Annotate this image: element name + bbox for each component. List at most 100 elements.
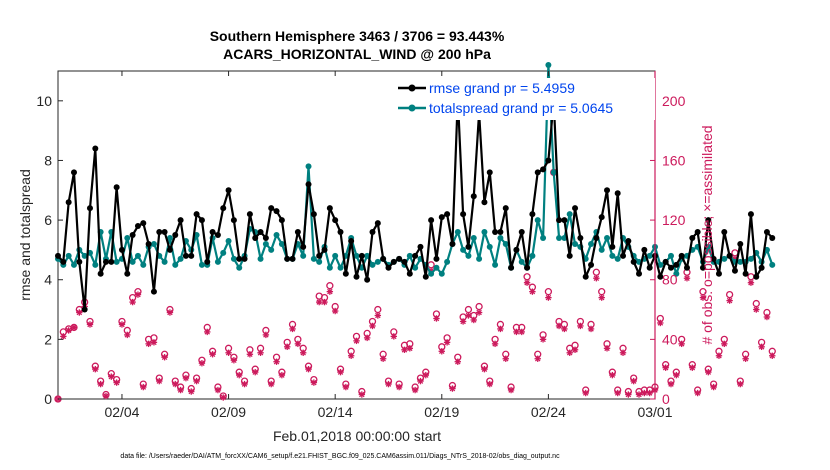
rmse-point: [396, 255, 403, 262]
chart-subtitle: ACARS_HORIZONTAL_WIND @ 200 hPa: [223, 46, 491, 62]
y-tick-label: 2: [44, 331, 52, 347]
obs-assimilated-marker: [406, 345, 414, 352]
obs-assimilated-marker: [70, 324, 78, 331]
rmse-point: [374, 220, 381, 227]
rmse-point: [417, 243, 424, 250]
rmse-point: [289, 255, 296, 262]
rmse-point: [172, 232, 179, 238]
obs-assimilated-marker: [363, 334, 371, 342]
totalspread-point: [412, 264, 419, 271]
totalspread-point: [572, 240, 579, 247]
rmse-point: [438, 214, 445, 221]
data-file-note: data file: /Users/raeder/DAI/ATM_forcXX/…: [120, 453, 560, 460]
obs-assimilated-marker: [619, 349, 627, 356]
rmse-point: [310, 211, 317, 218]
rmse-point: [214, 232, 221, 238]
rmse-point: [76, 258, 83, 265]
totalspread-point: [609, 252, 616, 259]
obs-assimilated-marker: [140, 383, 147, 391]
rmse-point: [182, 252, 189, 259]
rmse-point: [721, 229, 728, 236]
obs-assimilated-marker: [268, 380, 275, 388]
obs-assimilated-marker: [294, 340, 302, 348]
rmse-point: [145, 240, 152, 247]
rmse-point: [566, 252, 573, 259]
x-tick-label: 02/04: [104, 404, 139, 420]
obs-assimilated-marker: [401, 346, 408, 353]
obs-assimilated-marker: [241, 380, 248, 388]
obs-assimilated-marker: [92, 365, 99, 373]
rmse-point: [497, 229, 504, 236]
totalspread-point: [140, 261, 147, 268]
rmse-point: [406, 270, 413, 277]
obs-assimilated-marker: [635, 391, 643, 398]
rmse-point: [747, 211, 754, 218]
rmse-point: [662, 258, 669, 265]
rmse-point: [561, 217, 568, 224]
totalspread-point: [230, 255, 237, 262]
rmse-point: [598, 214, 605, 221]
totalspread-point: [225, 237, 232, 244]
rmse-point: [433, 255, 440, 262]
rmse-point: [262, 234, 269, 241]
rmse-point: [124, 270, 131, 277]
legend-totalspread-label: totalspread grand pr = 5.0645: [429, 100, 613, 116]
rmse-point: [604, 187, 611, 194]
rmse-point: [678, 252, 685, 259]
totalspread-point: [129, 258, 136, 265]
totalspread-point: [310, 255, 317, 262]
obs-assimilated-marker: [113, 379, 120, 386]
totalspread-point: [737, 258, 744, 265]
obs-assimilated-marker: [379, 355, 387, 362]
rmse-point: [412, 252, 419, 259]
series-layer: [55, 62, 776, 313]
rmse-point: [390, 258, 397, 265]
obs-assimilated-marker: [657, 319, 664, 327]
obs-assimilated-marker: [625, 391, 632, 398]
y-tick-label: 0: [44, 391, 52, 407]
rmse-point: [465, 243, 472, 250]
y-right-tick-label: 0: [662, 391, 670, 407]
obs-assimilated-marker: [129, 298, 136, 306]
rmse-point: [113, 184, 120, 191]
totalspread-point: [172, 261, 179, 268]
obs-assimilated-marker: [721, 340, 728, 348]
rmse-point: [193, 211, 200, 218]
rmse-point: [673, 261, 680, 268]
rmse-point: [428, 217, 435, 224]
y-right-tick-label: 160: [662, 152, 686, 168]
obs-assimilated-marker: [662, 364, 669, 371]
totalspread-point: [486, 243, 493, 250]
obs-assimilated-marker: [145, 340, 152, 348]
obs-assimilated-marker: [747, 279, 755, 286]
x-tick-label: 02/19: [424, 404, 459, 420]
totalspread-point: [273, 232, 280, 238]
rmse-point: [609, 243, 616, 250]
obs-assimilated-marker: [374, 312, 382, 319]
rmse-point: [252, 234, 259, 241]
x-axis-label: Feb.01,2018 00:00:00 start: [273, 428, 441, 444]
obs-assimilated-marker: [353, 337, 360, 345]
y-axis-right-label: # of obs: o=possible; ×=assimilated: [699, 125, 715, 344]
obs-assimilated-marker: [481, 365, 488, 373]
rmse-point: [129, 232, 136, 238]
totalspread-point: [236, 264, 243, 271]
ticks-layer: 02/04 02/09 02/14 02/19 02/24 03/010246810040…: [36, 71, 686, 420]
totalspread-point: [556, 234, 563, 241]
obs-assimilated-marker: [326, 288, 334, 295]
obs-assimilated-marker: [236, 371, 243, 379]
y-right-tick-label: 40: [662, 331, 678, 347]
rmse-point: [705, 217, 712, 224]
totalspread-point: [540, 234, 547, 241]
obs-assimilated-marker: [411, 386, 419, 394]
rmse-point: [492, 229, 499, 236]
rmse-point: [369, 229, 376, 236]
obs-assimilated-marker: [769, 352, 776, 359]
obs-assimilated-marker: [284, 343, 291, 351]
obs-assimilated-marker: [529, 288, 536, 295]
totalspread-point: [673, 270, 680, 277]
totalspread-point: [657, 261, 664, 268]
obs-assimilated-marker: [475, 309, 483, 316]
obs-assimilated-marker: [433, 315, 440, 322]
obs-assimilated-marker: [305, 365, 312, 373]
